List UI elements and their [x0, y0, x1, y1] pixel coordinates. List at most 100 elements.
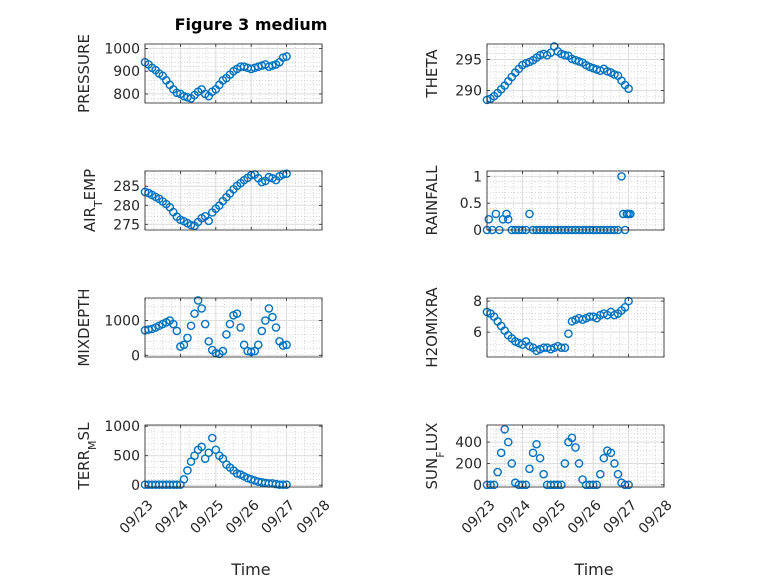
data-markers — [482, 42, 633, 105]
y-tick-label: 8 — [473, 294, 482, 310]
data-point — [484, 214, 494, 224]
y-tick-label: 0 — [473, 223, 482, 239]
data-point — [493, 467, 502, 477]
panel-mixdepth: 0 1000 MIXDEPTH — [75, 288, 323, 367]
data-point — [588, 480, 598, 490]
panel-pressure: 800 900 1000 PRESSURE — [75, 34, 323, 113]
data-point — [264, 172, 274, 182]
data-point — [502, 209, 511, 219]
data-point — [489, 480, 499, 490]
data-point — [197, 442, 206, 452]
data-point — [225, 319, 235, 329]
data-point — [186, 321, 196, 331]
data-point — [172, 326, 182, 336]
y-tick-label: 275 — [113, 217, 140, 233]
data-point — [207, 433, 217, 443]
data-point — [190, 309, 199, 318]
data-point — [169, 319, 178, 329]
y-tick-label: 1000 — [104, 42, 140, 58]
data-point — [606, 448, 616, 458]
data-markers — [482, 296, 633, 356]
data-point — [626, 209, 635, 219]
x-tick-label: 09/28 — [294, 497, 334, 537]
x-tick-label: 09/27 — [600, 497, 640, 537]
panel-sun_flux: 0 200 400 SUNFLUX 09/2309/2409/2509/2609/270… — [423, 423, 676, 538]
data-point — [204, 337, 214, 346]
data-markers — [140, 433, 291, 489]
data-markers — [140, 296, 291, 359]
y-tick-label: 400 — [455, 435, 482, 451]
data-point — [200, 319, 210, 329]
data-point — [282, 169, 291, 178]
data-point — [268, 61, 277, 70]
data-point — [253, 340, 263, 350]
data-point — [232, 309, 242, 318]
data-point — [496, 448, 506, 458]
x-tick-label: 09/27 — [258, 497, 298, 537]
data-point — [624, 84, 633, 94]
data-point — [183, 333, 192, 343]
y-axis-label: THETA — [423, 49, 441, 99]
data-point — [525, 464, 534, 474]
x-tick-label: 09/24 — [494, 497, 534, 537]
data-point — [560, 459, 570, 468]
data-point — [507, 459, 517, 468]
panel-air_temp: 275 280 285 AIRTEMP — [81, 169, 323, 233]
y-tick-label: 800 — [113, 87, 140, 103]
data-point — [204, 216, 214, 226]
panel-rainfall: 0 0.5 1 RAINFALL — [423, 165, 665, 239]
data-point — [271, 323, 281, 332]
y-tick-label: 6 — [473, 325, 482, 341]
data-point — [268, 312, 277, 322]
axes-box — [486, 424, 665, 488]
data-point — [179, 340, 189, 350]
x-tick-label: 09/23 — [459, 497, 499, 537]
panel-terr_msl: 0 500 1000 TERRMSL 09/2309/2409/2509/2609/27… — [75, 419, 334, 537]
data-point — [197, 304, 206, 313]
data-point — [183, 466, 192, 475]
panel-theta: 290 295 THETA — [423, 42, 665, 105]
x-tick-label: 09/28 — [636, 497, 676, 537]
y-axis-label: TERRMSL — [75, 422, 99, 491]
panel-h2omixra: 6 8 H2OMIXRA — [423, 287, 665, 368]
data-point — [250, 346, 260, 356]
data-point — [535, 453, 545, 463]
data-point — [261, 316, 270, 325]
data-point — [539, 469, 548, 479]
x-axis-label-left: Time — [230, 560, 270, 579]
data-point — [624, 480, 633, 490]
x-tick-label: 09/25 — [188, 497, 228, 537]
data-point — [567, 433, 577, 443]
data-point — [624, 296, 633, 306]
figure-title: Figure 3 medium — [175, 15, 328, 34]
data-point — [278, 341, 288, 350]
y-tick-label: 285 — [113, 179, 140, 195]
data-point — [564, 329, 573, 339]
data-point — [613, 469, 623, 479]
data-point — [282, 340, 291, 350]
y-tick-label: 1 — [473, 169, 482, 185]
data-point — [503, 214, 513, 224]
y-tick-label: 0.5 — [460, 196, 482, 212]
x-tick-label: 09/26 — [223, 497, 263, 537]
data-point — [239, 340, 249, 350]
y-tick-label: 1000 — [104, 419, 140, 435]
data-point — [236, 323, 245, 332]
data-point — [278, 53, 288, 62]
y-axis-label: SUNFLUX — [423, 423, 447, 490]
data-point — [503, 437, 513, 447]
y-tick-label: 200 — [455, 456, 482, 472]
data-point — [599, 453, 609, 463]
axes-box — [486, 297, 665, 358]
axes-box — [144, 170, 323, 231]
data-point — [172, 88, 182, 98]
y-axis-label: AIRTEMP — [81, 169, 105, 232]
data-point — [491, 209, 501, 219]
data-point — [257, 326, 267, 336]
axes-box — [486, 43, 665, 104]
axes-box — [144, 297, 323, 358]
data-point — [560, 343, 570, 352]
x-tick-label: 09/23 — [117, 497, 157, 537]
plot-area — [487, 298, 664, 357]
